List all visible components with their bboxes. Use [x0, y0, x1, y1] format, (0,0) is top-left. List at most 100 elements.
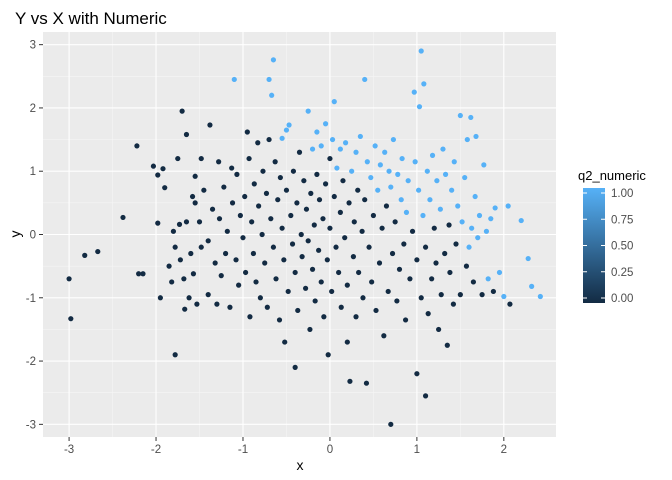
data-point [457, 292, 463, 298]
data-point [222, 250, 229, 257]
data-point [485, 276, 491, 282]
data-point [412, 159, 418, 165]
data-point [234, 171, 240, 177]
data-point [290, 168, 297, 174]
data-point [207, 122, 213, 128]
data-point [331, 193, 337, 200]
data-point [351, 219, 357, 225]
data-point [198, 155, 204, 162]
data-point [425, 311, 431, 317]
data-point [82, 252, 88, 258]
data-point [276, 317, 283, 323]
data-point [379, 225, 385, 231]
data-point [329, 288, 335, 295]
data-point [360, 295, 366, 301]
data-point [275, 197, 281, 203]
data-point [373, 307, 379, 314]
data-point [362, 76, 368, 83]
data-point [337, 146, 343, 152]
data-point [198, 244, 204, 250]
data-point [496, 269, 503, 276]
data-point [442, 171, 449, 177]
data-point [463, 263, 470, 269]
legend-tick-label: 0.75 [611, 214, 633, 226]
data-point [272, 159, 278, 165]
data-point [155, 220, 161, 226]
data-point [390, 136, 397, 143]
data-point [292, 269, 298, 276]
data-point [438, 292, 444, 298]
data-point [342, 235, 348, 241]
data-point [444, 342, 450, 348]
data-point [449, 187, 455, 193]
data-point [155, 172, 161, 178]
data-point [150, 163, 157, 169]
data-point [492, 205, 498, 211]
data-point [183, 219, 190, 225]
data-point [268, 216, 274, 222]
data-point [318, 143, 324, 149]
data-point [316, 247, 322, 253]
data-point [446, 222, 452, 228]
data-point [269, 92, 275, 98]
data-point [227, 304, 233, 310]
data-point [353, 314, 359, 320]
data-point [251, 181, 257, 187]
data-point [353, 149, 359, 155]
data-point [369, 279, 375, 285]
data-point [259, 231, 265, 238]
data-point [183, 131, 190, 138]
data-point [66, 276, 72, 282]
data-point [136, 271, 142, 277]
legend-colorbar [583, 188, 605, 303]
color-legend: q2_numeric 1.00 0.75 0.50 0.25 0.00 [578, 168, 646, 305]
data-point [459, 219, 465, 225]
data-point [434, 178, 440, 184]
legend-tick-label: 1.00 [611, 188, 633, 200]
data-point [424, 168, 430, 174]
data-point [405, 178, 411, 184]
data-point [236, 282, 242, 288]
data-point [433, 260, 439, 266]
data-point [355, 187, 361, 193]
data-point [363, 380, 370, 386]
data-point [134, 143, 140, 149]
data-point [429, 276, 435, 282]
y-tick-label: 3 [30, 40, 36, 52]
data-point [325, 352, 331, 358]
data-point [372, 143, 378, 149]
data-point [175, 155, 181, 162]
y-axis-title: y [7, 231, 23, 238]
data-point [389, 250, 396, 257]
data-point [229, 165, 235, 171]
legend-tick-label: 0.25 [611, 267, 633, 279]
data-point [157, 295, 163, 301]
data-point [388, 184, 394, 190]
x-tick-label: -2 [151, 444, 161, 456]
data-point [282, 339, 288, 345]
data-point [321, 314, 327, 320]
data-point [286, 122, 292, 128]
data-point [437, 206, 443, 212]
data-point [368, 174, 374, 181]
data-point [453, 241, 459, 247]
data-point [370, 212, 377, 219]
data-point [262, 260, 268, 266]
data-point [160, 166, 166, 172]
data-point [469, 225, 475, 231]
data-point [172, 244, 178, 250]
data-point [479, 292, 485, 298]
data-point [244, 129, 250, 135]
data-point [231, 76, 237, 83]
data-point [483, 228, 490, 234]
data-point [140, 271, 146, 277]
data-point [366, 244, 372, 250]
x-tick-label: 2 [501, 444, 507, 456]
data-point [240, 235, 246, 241]
data-point [407, 276, 413, 282]
data-point [205, 238, 211, 244]
data-point [296, 149, 303, 155]
data-point [266, 136, 272, 143]
data-point [305, 108, 311, 114]
data-point [401, 241, 407, 247]
